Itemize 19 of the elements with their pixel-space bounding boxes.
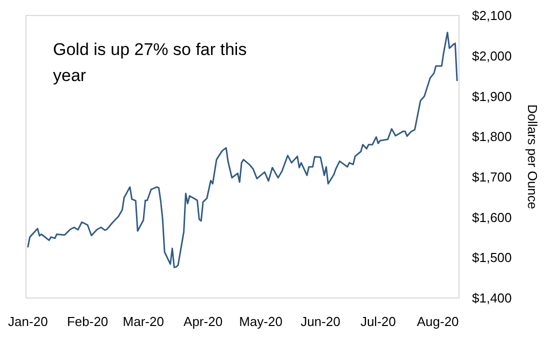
y-axis-title: Dollars per Ounce	[525, 104, 540, 210]
y-tick-label: $1,500	[472, 250, 512, 266]
x-tick-label: Jun-20	[300, 314, 340, 329]
x-tick-label: Mar-20	[122, 314, 164, 329]
y-tick-label: $1,400	[472, 290, 512, 306]
x-tick-label: Apr-20	[184, 314, 223, 329]
x-tick-label: Jan-20	[8, 314, 48, 329]
x-tick-label: May-20	[239, 314, 282, 329]
y-tick-label: $2,000	[472, 48, 512, 64]
x-tick-label: Aug-20	[416, 314, 459, 329]
x-tick-label: Jul-20	[360, 314, 396, 329]
annotation: Gold is up 27% so far this year	[53, 40, 247, 85]
y-tick-label: $1,700	[472, 169, 512, 184]
y-tick-label: $2,100	[472, 8, 512, 24]
y-tick-label: $1,600	[472, 210, 512, 225]
y-tick-label: $1,900	[472, 88, 512, 104]
y-tick-label: $1,800	[472, 129, 512, 144]
line-series	[27, 32, 458, 268]
x-tick-label: Feb-20	[66, 314, 108, 329]
